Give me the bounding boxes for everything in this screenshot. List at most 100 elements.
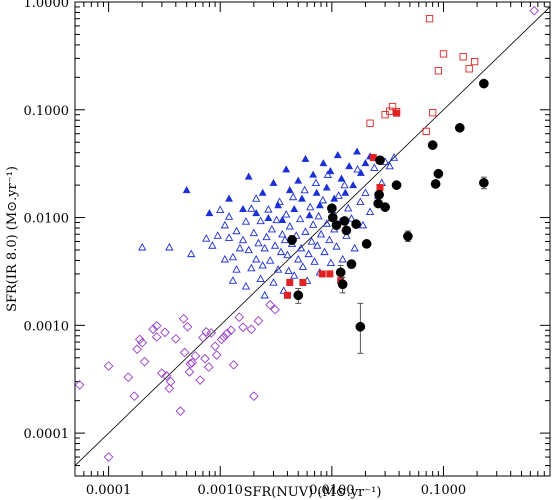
data-point-triangle-open	[220, 254, 230, 263]
data-point-diamond	[137, 337, 148, 348]
data-point-triangle-open	[258, 261, 267, 269]
data-point-triangle-open	[283, 250, 292, 259]
data-point-circle	[339, 216, 350, 226]
data-point-triangle-open	[320, 247, 329, 256]
data-point-diamond	[151, 320, 162, 331]
data-point-triangle-filled	[264, 214, 273, 222]
series-circle-filled	[287, 78, 489, 354]
data-point-triangle-open	[256, 274, 265, 283]
data-point-diamond	[216, 334, 227, 345]
data-point-triangle-open	[244, 245, 253, 254]
data-point-triangle-filled	[337, 174, 346, 182]
data-point-triangle-open	[254, 238, 263, 247]
data-point-square-open	[470, 57, 479, 66]
data-point-triangle-open	[301, 227, 310, 235]
data-point-triangle-open	[334, 191, 343, 199]
data-point-circle	[351, 219, 361, 229]
y-tick-label: 0.0001	[24, 427, 70, 442]
data-point-triangle-open	[224, 212, 234, 220]
data-point-triangle-open	[284, 266, 293, 275]
data-point-square-filled	[326, 270, 334, 278]
data-point-diamond	[187, 357, 197, 368]
data-point-square-open	[425, 15, 434, 23]
data-point-triangle-open	[353, 165, 362, 173]
data-point-triangle-filled	[309, 170, 318, 178]
data-point-triangle-open	[342, 231, 351, 239]
data-point-diamond	[165, 376, 176, 387]
data-point-triangle-open	[300, 185, 309, 194]
data-point-triangle-open	[325, 235, 334, 244]
data-point-diamond	[238, 322, 248, 333]
data-point-triangle-filled	[225, 194, 233, 202]
data-point-diamond	[132, 344, 142, 355]
data-point-triangle-filled	[361, 159, 370, 167]
data-point-triangle-open	[322, 219, 331, 227]
data-point-triangle-open	[340, 180, 349, 189]
data-point-triangle-filled	[252, 209, 261, 217]
x-tick-label: 0.1000	[421, 483, 467, 498]
data-point-diamond	[157, 368, 167, 378]
data-point-triangle-open	[262, 232, 271, 241]
data-point-triangle-filled	[312, 188, 321, 196]
data-point-circle	[361, 239, 372, 249]
data-point-circle	[341, 225, 352, 236]
data-point-circle	[287, 235, 297, 245]
data-point-triangle-open	[318, 195, 327, 204]
data-point-triangle-open	[232, 226, 241, 235]
data-point-triangle-open	[202, 234, 211, 242]
data-point-triangle-filled	[274, 201, 283, 209]
data-point-triangle-filled	[301, 154, 310, 162]
data-point-circle	[327, 203, 337, 214]
plot-frame	[74, 1, 551, 477]
data-point-circle	[391, 180, 402, 190]
x-tick-labels: 0.0001 0.0010 0.0100 0.1000	[86, 483, 466, 498]
data-point-triangle-open	[279, 286, 288, 294]
data-point-triangle-filled	[326, 167, 335, 175]
data-point-diamond	[160, 327, 170, 338]
data-point-triangle-open	[252, 194, 261, 202]
data-point-triangle-open	[265, 256, 275, 264]
data-point-triangle-open	[220, 220, 230, 229]
data-point-diamond	[161, 370, 172, 381]
data-point-diamond	[178, 313, 189, 324]
data-point-circle	[430, 179, 441, 189]
data-point-diamond	[164, 383, 175, 394]
axis-ticks	[74, 1, 551, 477]
x-axis-label: SFR(NUV) (M⊙.yr⁻¹)	[244, 485, 382, 500]
data-point-triangle-open	[313, 241, 322, 249]
data-point-triangle-open	[282, 210, 291, 218]
data-point-diamond	[182, 321, 193, 332]
data-point-triangle-open	[304, 249, 313, 258]
data-point-triangle-open	[241, 282, 251, 290]
series-diamond-open	[75, 5, 540, 462]
data-point-diamond	[129, 391, 140, 402]
data-point-diamond	[210, 341, 220, 352]
data-point-diamond	[75, 380, 85, 390]
data-point-triangle-open	[285, 221, 294, 230]
data-point-diamond	[529, 5, 540, 16]
data-point-square-filled	[283, 291, 291, 299]
data-point-square-filled	[299, 278, 307, 286]
x-tick-label: 0.0010	[197, 483, 243, 498]
data-point-triangle-open	[264, 205, 273, 213]
data-point-triangle-open	[295, 214, 305, 223]
data-point-square-open	[429, 109, 437, 117]
data-point-triangle-open	[252, 254, 261, 263]
data-point-square-filled	[286, 278, 294, 286]
data-point-triangle-filled	[330, 194, 339, 202]
data-point-triangle-open	[216, 205, 225, 213]
data-point-circle	[374, 189, 384, 200]
data-point-diamond	[270, 304, 280, 315]
data-point-triangle-filled	[244, 172, 253, 180]
data-point-square-open	[388, 102, 397, 111]
data-point-triangle-open	[358, 220, 368, 229]
data-point-triangle-filled	[353, 147, 361, 155]
data-point-triangle-open	[224, 233, 234, 241]
data-point-square-open	[422, 127, 430, 136]
data-point-triangle-open	[338, 254, 347, 263]
data-point-triangle-open	[389, 153, 399, 161]
y-tick-labels: 0.0001 0.0010 0.0100 0.1000 1.0000	[24, 0, 70, 442]
data-point-triangle-open	[241, 217, 251, 225]
x-tick-label: 0.0100	[309, 483, 355, 498]
